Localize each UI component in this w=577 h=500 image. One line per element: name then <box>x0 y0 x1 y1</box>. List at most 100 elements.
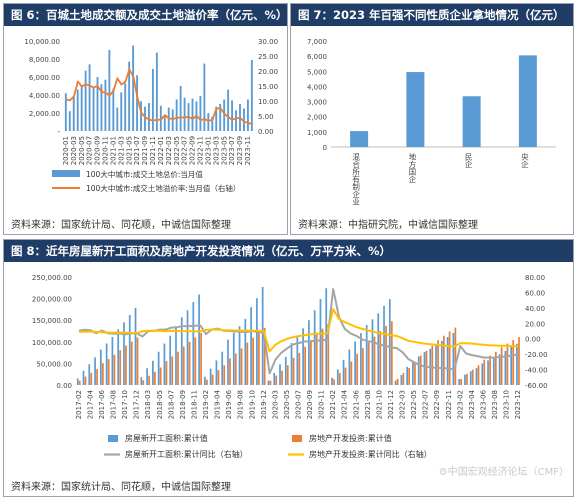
x-tick-label: 2023-04 <box>468 389 476 419</box>
x-tick-label: 2018-11 <box>191 390 199 419</box>
x-tick-label: 2021-08 <box>364 390 372 419</box>
x-tick-label: 2020-01 <box>62 136 70 165</box>
x-tick-label: 2021-03 <box>117 136 125 165</box>
x-tick-label: 2023-06 <box>479 389 487 419</box>
fig6-panel: 图 6：百城土地成交额及成交土地溢价率（亿元、%） 10,000.00 8,000… <box>3 3 288 235</box>
bar <box>284 356 287 385</box>
bar <box>504 350 507 385</box>
legend-label: 房地产开发投资:累计值 <box>309 433 392 443</box>
bar <box>371 319 374 385</box>
bar <box>105 343 108 385</box>
y-tick-label: 4,000 <box>307 83 327 91</box>
bar <box>125 345 127 385</box>
bar <box>448 331 451 385</box>
bar <box>344 367 347 385</box>
bar <box>192 302 195 385</box>
bar <box>313 310 316 385</box>
bar <box>298 352 301 385</box>
bar <box>142 380 145 385</box>
y-left-tick-label: 250,000.00 <box>32 274 72 282</box>
bar <box>246 99 249 131</box>
bar <box>487 360 489 385</box>
bar <box>204 376 206 385</box>
x-tick-label: 2020-05 <box>78 136 86 165</box>
bar <box>338 373 341 385</box>
x-tick-label: 2021-04 <box>341 389 349 419</box>
bar <box>99 349 102 385</box>
y-left-tick-label: 6,000.00 <box>29 74 60 82</box>
bar <box>373 336 376 385</box>
x-tick-label: 2020-11 <box>102 136 110 165</box>
bar <box>310 340 312 385</box>
bar <box>186 310 189 385</box>
x-tick-label: 2020-09 <box>306 390 314 419</box>
bar <box>279 364 281 385</box>
x-tick-label: 2020-05 <box>283 390 291 419</box>
bar <box>223 365 226 385</box>
bar <box>492 357 495 385</box>
bar <box>234 353 237 385</box>
x-tick-label: 2021-01 <box>110 136 118 165</box>
legend-label: 房屋新开工面积:累计同比（右轴） <box>125 449 248 459</box>
bar <box>512 340 515 385</box>
x-tick-label: 2021-06 <box>352 389 360 419</box>
bar <box>163 115 166 131</box>
y-tick-label: 3,000 <box>307 99 327 107</box>
y-right-tick-label: -40.00 <box>525 367 548 375</box>
fig6-chart: 10,000.00 8,000.00 6,000.00 4,000.00 2,000.0… <box>24 38 278 193</box>
fig8-title: 图 8：近年房屋新开工面积及房地产开发投资情况（亿元、万平方米、%） <box>4 240 573 262</box>
bar <box>304 346 307 385</box>
x-tick-label: 2023-05 <box>220 136 228 165</box>
y-tick-label: 2,000 <box>307 114 327 122</box>
bar <box>159 367 162 385</box>
bar <box>419 355 422 385</box>
bar <box>94 357 96 385</box>
bar <box>215 360 218 385</box>
bar <box>206 379 208 385</box>
y-right-tick-label: -20.00 <box>525 351 548 359</box>
bar <box>319 299 322 385</box>
fig8-source: 资料来源：国家统计局、同花顺，中诚信国际整理 <box>11 482 231 493</box>
bar <box>466 373 468 385</box>
x-tick-label: 2022-03 <box>165 136 173 165</box>
bar <box>402 372 405 385</box>
bar <box>217 370 220 385</box>
bar <box>203 63 206 131</box>
bar <box>80 85 83 131</box>
bar <box>64 93 67 131</box>
x-category-label: 混合所有制企业 <box>351 153 360 206</box>
bar <box>88 64 91 131</box>
bar <box>250 59 253 131</box>
bar <box>286 365 289 385</box>
fig8-panel: 图 8：近年房屋新开工面积及房地产开发投资情况（亿元、万平方米、%） 250,0… <box>3 239 574 497</box>
bar <box>123 322 125 385</box>
bar <box>68 111 71 131</box>
bar <box>231 100 234 131</box>
bar <box>489 355 491 385</box>
y-right-tick-label: 15.00 <box>258 83 278 91</box>
bar <box>243 108 245 131</box>
x-tick-label: 2022-11 <box>445 390 453 419</box>
x-tick-label: 2023-07 <box>228 136 236 165</box>
bar <box>321 328 324 385</box>
bar <box>500 347 503 385</box>
bar <box>179 86 182 131</box>
bar <box>124 83 127 131</box>
x-tick-label: 2023-09 <box>236 136 244 165</box>
bar <box>423 352 426 385</box>
bar <box>169 335 172 385</box>
x-tick-label: 2017-08 <box>110 390 118 419</box>
bar <box>281 370 283 385</box>
bar <box>171 356 174 385</box>
x-tick-label: 2020-03 <box>70 136 78 165</box>
bar <box>132 45 135 131</box>
x-tick-label: 2022-11 <box>197 136 205 165</box>
watermark-text: ⚙中国宏观经济论坛（CMF） <box>438 467 569 478</box>
bar <box>469 371 472 385</box>
y-tick-label: 1,000 <box>307 129 327 137</box>
bar <box>182 346 185 385</box>
bar <box>406 366 409 385</box>
x-tick-label: 2021-02 <box>329 390 337 419</box>
bar <box>238 326 241 385</box>
bar <box>336 369 339 385</box>
